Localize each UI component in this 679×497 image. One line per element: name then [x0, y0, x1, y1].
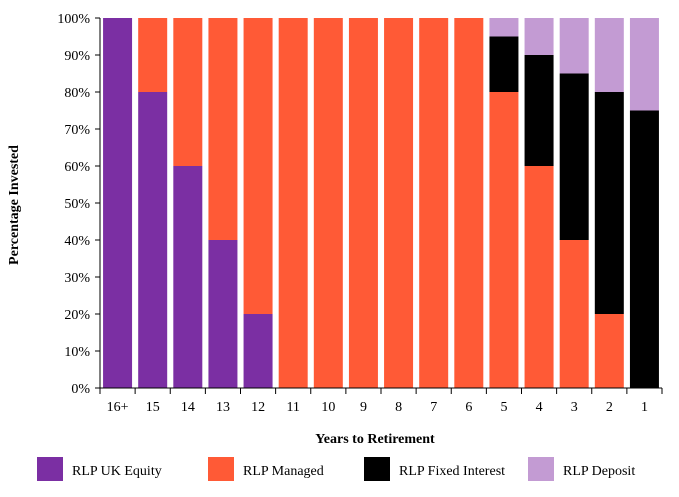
legend-swatch-rlp-uk-equity [37, 457, 63, 481]
x-tick-label: 14 [181, 400, 195, 415]
x-tick-label: 10 [321, 400, 335, 415]
bar-rlp-managed-7 [419, 18, 449, 388]
x-tick-label: 9 [360, 400, 367, 415]
y-tick-label: 90% [64, 49, 90, 64]
bar-rlp-managed-4 [524, 166, 554, 388]
bar-rlp-deposit-4 [524, 18, 554, 55]
x-tick-label: 11 [286, 400, 299, 415]
x-tick-label: 15 [146, 400, 160, 415]
x-tick-label: 13 [216, 400, 230, 415]
legend-label-rlp-managed: RLP Managed [243, 464, 324, 479]
y-tick-label: 50% [64, 197, 90, 212]
bar-rlp-fixed-interest-5 [489, 36, 519, 92]
bar-rlp-managed-9 [348, 18, 378, 388]
bar-rlp-managed-14 [173, 18, 203, 166]
bar-rlp-managed-10 [313, 18, 343, 388]
bar-rlp-managed-11 [278, 18, 308, 388]
x-tick-label: 3 [571, 400, 578, 415]
x-tick-label: 2 [606, 400, 613, 415]
bar-rlp-fixed-interest-2 [594, 92, 624, 314]
bar-rlp-managed-2 [594, 314, 624, 388]
bar-rlp-deposit-1 [629, 18, 659, 111]
y-tick-label: 40% [64, 234, 90, 249]
x-tick-label: 16+ [107, 400, 129, 415]
bar-rlp-deposit-3 [559, 18, 589, 74]
bar-rlp-fixed-interest-4 [524, 55, 554, 166]
x-tick-label: 1 [641, 400, 648, 415]
y-tick-label: 30% [64, 271, 90, 286]
x-tick-label: 5 [500, 400, 507, 415]
bar-rlp-fixed-interest-3 [559, 73, 589, 240]
bar-rlp-managed-15 [138, 18, 168, 92]
x-tick-label: 12 [251, 400, 265, 415]
bar-rlp-deposit-2 [594, 18, 624, 92]
legend-label-rlp-fixed-interest: RLP Fixed Interest [399, 464, 505, 479]
y-tick-label: 20% [64, 308, 90, 323]
y-axis-title: Percentage Invested [7, 145, 22, 265]
y-tick-label: 60% [64, 160, 90, 175]
x-tick-label: 6 [465, 400, 472, 415]
legend-label-rlp-deposit: RLP Deposit [563, 464, 635, 479]
x-axis-title: Years to Retirement [315, 432, 435, 447]
bar-rlp-uk-equity-13 [208, 240, 238, 388]
bar-rlp-managed-12 [243, 18, 273, 314]
ticks-layer: 0%10%20%30%40%50%60%70%80%90%100%16+ 15 14… [57, 12, 663, 415]
y-tick-label: 100% [57, 12, 90, 27]
y-tick-label: 80% [64, 86, 90, 101]
legend-swatch-rlp-deposit [528, 457, 554, 481]
bars-layer [103, 18, 659, 388]
bar-rlp-managed-13 [208, 18, 238, 240]
x-tick-label: 8 [395, 400, 402, 415]
bar-rlp-managed-6 [454, 18, 484, 388]
bar-rlp-uk-equity-12 [243, 314, 273, 388]
bar-rlp-fixed-interest-1 [629, 110, 659, 388]
bar-rlp-uk-equity-14 [173, 166, 203, 388]
bar-rlp-managed-3 [559, 240, 589, 388]
legend-label-rlp-uk-equity: RLP UK Equity [72, 464, 162, 479]
bar-rlp-deposit-5 [489, 18, 519, 37]
legend: RLP UK Equity RLP Managed RLP Fixed Intere… [37, 457, 635, 481]
y-tick-label: 0% [71, 382, 90, 397]
y-tick-label: 10% [64, 345, 90, 360]
bar-rlp-uk-equity-16 [103, 18, 133, 388]
y-tick-label: 70% [64, 123, 90, 138]
x-tick-label: 4 [536, 400, 543, 415]
bar-rlp-managed-8 [384, 18, 414, 388]
x-tick-label: 7 [430, 400, 437, 415]
legend-swatch-rlp-fixed-interest [364, 457, 390, 481]
bar-rlp-managed-5 [489, 92, 519, 388]
bar-rlp-uk-equity-15 [138, 92, 168, 388]
legend-swatch-rlp-managed [208, 457, 234, 481]
